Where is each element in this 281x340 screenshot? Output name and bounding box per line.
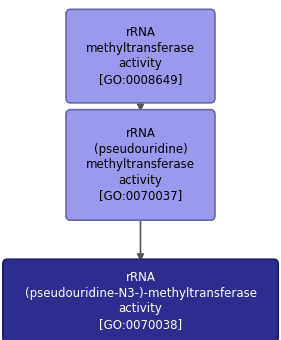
Text: rRNA
methyltransferase
activity
[GO:0008649]: rRNA methyltransferase activity [GO:0008… — [86, 27, 195, 86]
Text: rRNA
(pseudouridine-N3-)-methyltransferase
activity
[GO:0070038]: rRNA (pseudouridine-N3-)-methyltransfera… — [24, 271, 257, 330]
FancyBboxPatch shape — [66, 109, 215, 220]
FancyBboxPatch shape — [3, 259, 278, 340]
Text: rRNA
(pseudouridine)
methyltransferase
activity
[GO:0070037]: rRNA (pseudouridine) methyltransferase a… — [86, 128, 195, 202]
FancyBboxPatch shape — [66, 10, 215, 103]
